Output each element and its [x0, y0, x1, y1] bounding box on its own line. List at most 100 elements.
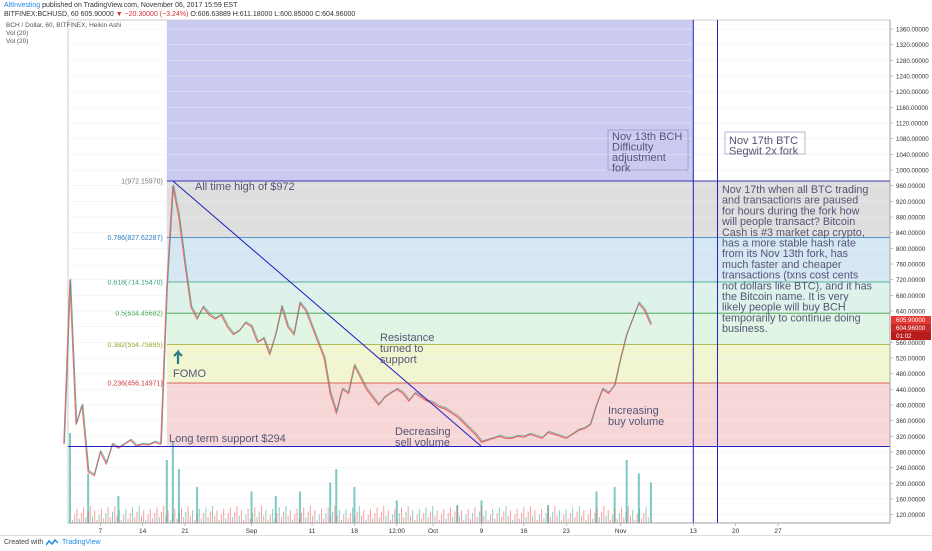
y-tick-label: 480.00000: [896, 371, 926, 378]
y-tick-label: 840.00000: [896, 230, 926, 237]
ohlc-values: O:606.63889 H:611.18000 L:600.85000 C:60…: [190, 11, 356, 18]
y-tick-label: 920.00000: [896, 199, 926, 206]
volume-bar: [105, 513, 107, 523]
volume-bar: [216, 510, 218, 523]
volume-bar: [483, 515, 485, 523]
y-tick-label: 880.00000: [896, 215, 926, 222]
volume-bar: [116, 515, 118, 523]
volume-bar: [272, 508, 274, 523]
x-tick-label: 20: [732, 528, 740, 535]
volume-bar: [198, 508, 200, 523]
volume-bar: [98, 514, 100, 523]
volume-bar: [238, 515, 240, 523]
volume-bar: [481, 506, 483, 523]
volume-bar: [349, 513, 351, 523]
footer-bar: Created with TradingView: [0, 535, 932, 551]
volume-bar: [140, 515, 142, 523]
legend-volume-2: Vol (20): [6, 38, 29, 45]
volume-bar: [107, 507, 109, 523]
volume-bar: [189, 515, 191, 523]
volume-bar: [374, 513, 376, 523]
volume-bar: [398, 513, 400, 523]
y-tick-label: 120.00000: [896, 512, 926, 519]
volume-bar: [395, 500, 398, 523]
volume-bar: [252, 513, 254, 523]
volume-bar: [394, 508, 396, 523]
volume-bar: [485, 510, 487, 523]
volume-bar: [292, 520, 294, 523]
volume-bar: [236, 506, 238, 523]
volume-bar: [329, 482, 332, 523]
volume-bar: [169, 520, 171, 523]
volume-bar: [414, 520, 416, 523]
volume-bar: [558, 510, 560, 523]
published-text: published on TradingView.com, November 0…: [42, 2, 238, 9]
volume-bar: [327, 507, 329, 523]
volume-bar: [298, 518, 300, 523]
x-tick-label: 12:00: [389, 528, 406, 535]
volume-bar: [361, 515, 362, 523]
volume-bar: [240, 510, 242, 523]
tradingview-link[interactable]: TradingView: [62, 539, 101, 546]
volume-bar: [369, 508, 371, 523]
volume-bar: [509, 510, 511, 523]
price-badge: [891, 332, 931, 340]
x-tick-label: 14: [139, 528, 147, 535]
volume-bar: [521, 513, 523, 523]
volume-bar: [183, 517, 185, 523]
symbol-text: BITFINEX:BCHUSD, 60: [4, 11, 79, 18]
volume-bar: [200, 518, 202, 523]
volume-bar: [376, 507, 378, 523]
volume-bar: [538, 514, 540, 523]
volume-bar: [432, 506, 434, 523]
volume-bar: [305, 517, 307, 523]
volume-bar: [436, 510, 438, 523]
volume-bar: [85, 517, 87, 523]
volume-bar: [614, 508, 616, 523]
volume-bar: [594, 513, 596, 523]
y-tick-label: 1080.00000: [896, 136, 929, 143]
price-series: [63, 185, 652, 477]
volume-bar: [565, 508, 567, 523]
volume-bar: [158, 517, 160, 523]
volume-bar: [514, 514, 516, 523]
volume-bar: [612, 514, 614, 523]
volume-bar: [556, 515, 558, 523]
volume-bar: [358, 506, 360, 523]
volume-bar: [220, 514, 222, 523]
fomo-arrow-icon: [173, 349, 183, 364]
volume-bar: [498, 507, 500, 523]
volume-bar: [256, 517, 258, 523]
volume-bar: [609, 520, 611, 523]
volume-bar: [289, 510, 291, 523]
volume-bar: [152, 518, 154, 523]
volume-bar: [354, 517, 356, 523]
volume-bar: [613, 487, 616, 523]
volume-bar: [132, 507, 134, 523]
volume-bar: [203, 513, 205, 523]
annotation-btc-fork: Nov 17th BTC Segwit 2x fork: [729, 135, 799, 158]
volume-bar: [427, 517, 429, 523]
volume-bar: [643, 513, 645, 523]
volume-bar: [549, 517, 551, 523]
volume-bar: [103, 518, 105, 523]
author-link[interactable]: AltInvesting: [4, 2, 41, 9]
price-chart[interactable]: 1(972.15970) 0.786(827.62287) 0.618(714.15…: [0, 0, 932, 535]
volume-bar: [267, 520, 269, 523]
volume-bar: [307, 511, 309, 523]
volume-bar: [512, 520, 514, 523]
volume-bar: [645, 507, 647, 523]
volume-bar: [165, 515, 167, 523]
volume-bar: [503, 511, 505, 523]
tradingview-logo-icon: [46, 539, 58, 546]
y-tick-label: 760.00000: [896, 262, 926, 269]
volume-bar: [438, 520, 440, 523]
fib-band: [166, 180, 891, 238]
volume-bar: [578, 506, 580, 523]
volume-bar: [285, 506, 287, 523]
fib-level-label: 1(972.15970): [121, 178, 163, 185]
volume-bar: [487, 520, 489, 523]
volume-bar: [474, 507, 476, 523]
x-tick-label: 13: [690, 528, 698, 535]
x-tick-label: 23: [563, 528, 571, 535]
